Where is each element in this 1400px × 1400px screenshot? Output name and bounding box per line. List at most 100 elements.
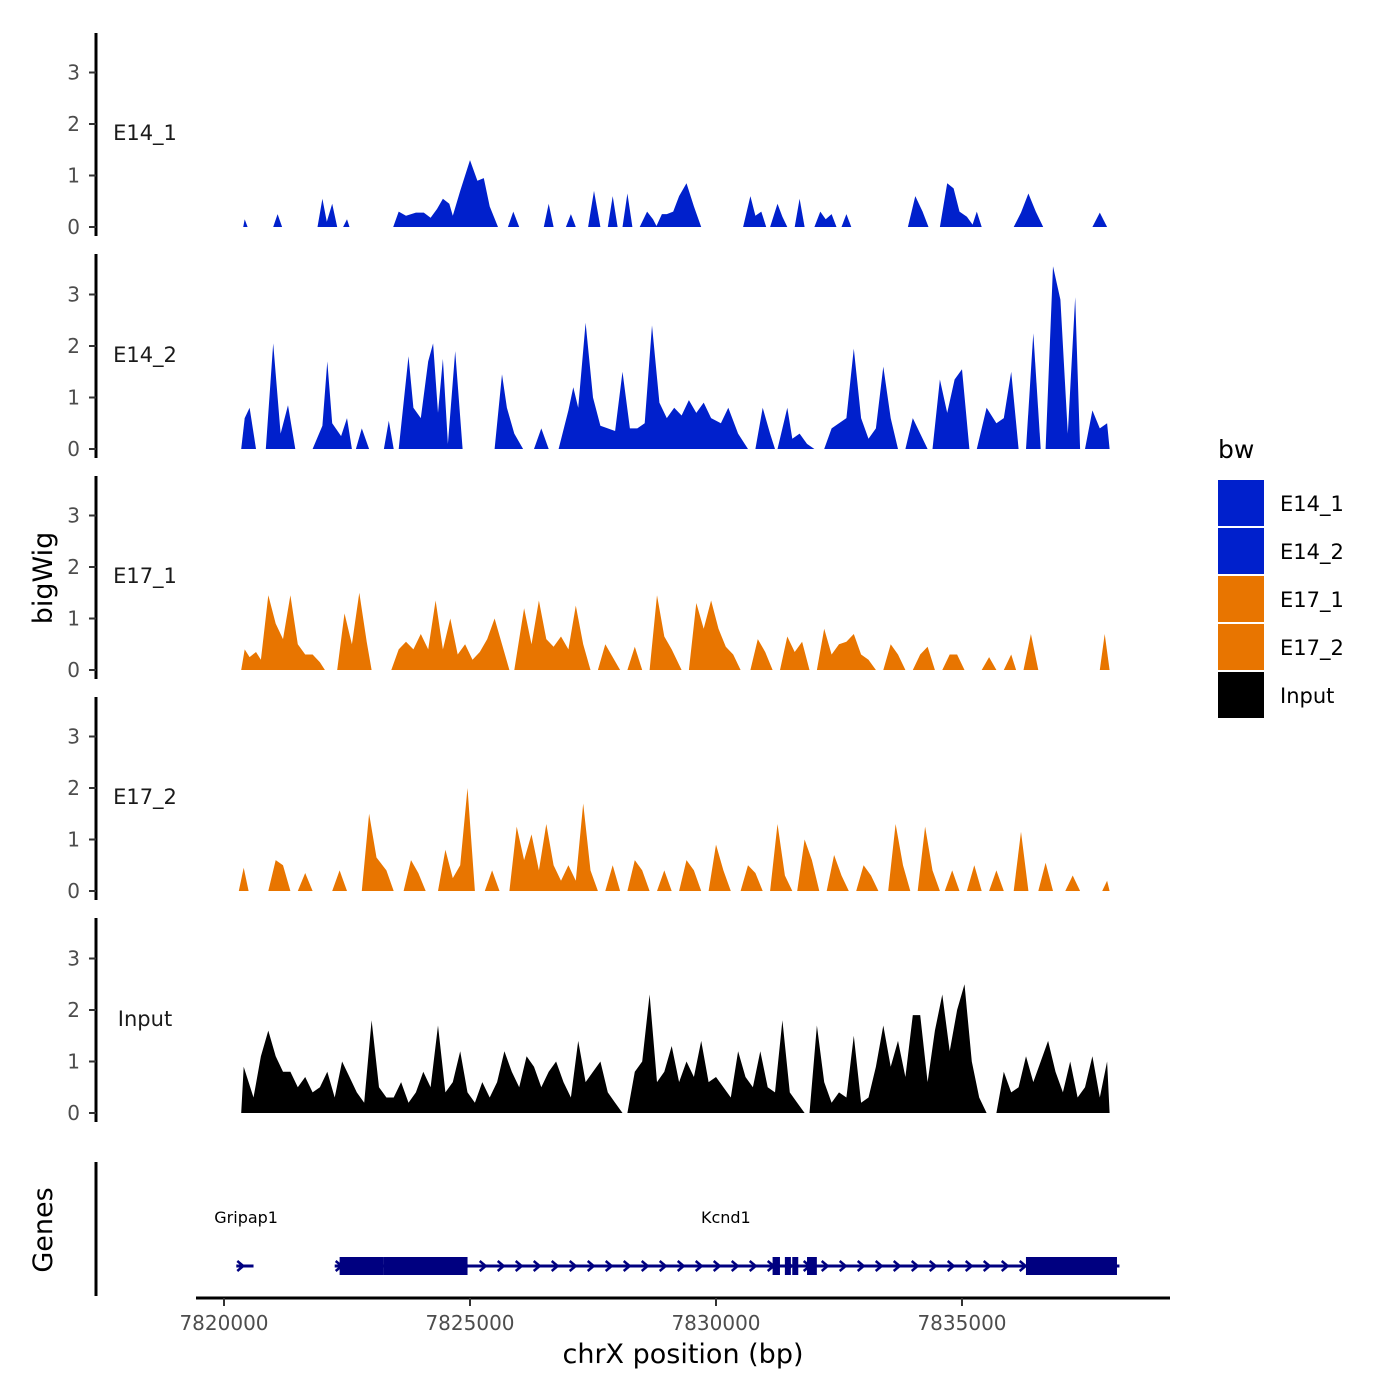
- strand-arrow: [874, 1260, 884, 1272]
- track-label: E14_1: [113, 121, 177, 146]
- legend-item-e17-1: E17_1: [1218, 576, 1344, 622]
- track-input: 0 1 2 3 Input: [67, 918, 1110, 1125]
- signal-area-segment: [740, 865, 763, 891]
- track-e17-2: 0 1 2 3 E17_2: [67, 697, 1110, 903]
- signal-area-segment: [688, 600, 741, 670]
- legend-items: E14_1 E14_2 E17_1 E17_2 Input: [1218, 480, 1344, 718]
- y-tick-label: 1: [67, 607, 80, 631]
- signal-area-segment: [1038, 862, 1053, 891]
- strand-arrow: [946, 1260, 956, 1272]
- signal-area-segment: [639, 211, 657, 227]
- strand-arrow: [910, 1260, 920, 1272]
- signal-area-segment: [996, 1040, 1110, 1113]
- strand-arrow: [676, 1260, 686, 1272]
- exon: [772, 1257, 780, 1275]
- signal-area-segment: [243, 219, 248, 227]
- signal-area-segment: [905, 418, 928, 449]
- legend-item-input: Input: [1218, 672, 1334, 718]
- y-tick-label: 2: [67, 998, 80, 1022]
- strand-arrow: [514, 1260, 524, 1272]
- signal-area-segment: [438, 788, 475, 891]
- strand-arrow: [964, 1260, 974, 1272]
- legend-label: E14_2: [1280, 540, 1344, 565]
- strand-arrow: [694, 1260, 704, 1272]
- signal-area-segment: [317, 198, 350, 227]
- legend-label: E14_1: [1280, 492, 1344, 517]
- x-axis-title: chrX position (bp): [562, 1339, 803, 1370]
- x-tick-label: 7825000: [425, 1311, 514, 1335]
- signal-area-segment: [383, 420, 394, 449]
- signal-area-segment: [888, 824, 911, 891]
- strand-arrow: [892, 1260, 902, 1272]
- exon: [1025, 1257, 1117, 1275]
- y-tick-label: 2: [67, 776, 80, 800]
- track-e14-1: 0 1 2 3 E14_1: [67, 33, 1108, 239]
- strand-arrow: [748, 1260, 758, 1272]
- genes-panel: Genes Gripap1 Kcnd1: [28, 1162, 1120, 1296]
- exon: [784, 1257, 791, 1275]
- signal-area-segment: [932, 369, 970, 449]
- signal-area-segment: [743, 196, 767, 227]
- signal-area-segment: [912, 646, 935, 670]
- signal-area-segment: [883, 644, 906, 670]
- signal-area-segment: [558, 322, 748, 449]
- signal-area-segment: [607, 196, 618, 227]
- y-tick-label: 2: [67, 334, 80, 358]
- signal-area-segment: [398, 343, 463, 449]
- signal-area-segment: [241, 1020, 623, 1113]
- signal-area-segment: [981, 657, 997, 670]
- gene-label: Kcnd1: [701, 1208, 751, 1227]
- strand-arrow: [586, 1260, 596, 1272]
- gene-gripap1: Gripap1: [214, 1208, 278, 1272]
- y-tick-label: 0: [67, 437, 80, 461]
- strand-arrow: [532, 1260, 542, 1272]
- legend-swatch: [1218, 624, 1264, 670]
- signal-area-segment: [750, 639, 773, 670]
- y-tick-label: 3: [67, 283, 80, 307]
- y-tick-label: 1: [67, 386, 80, 410]
- signal-area-segment: [494, 374, 524, 449]
- signal-area-segment: [355, 428, 370, 449]
- signal-area-segment: [241, 595, 325, 670]
- signal-area-segment: [509, 803, 598, 891]
- y-tick-label: 3: [67, 947, 80, 971]
- strand-arrow: [478, 1260, 488, 1272]
- legend: bw E14_1 E14_2 E17_1 E17_2 Input: [1218, 435, 1344, 718]
- strand-arrow: [820, 1260, 830, 1272]
- track-label: E14_2: [113, 343, 177, 368]
- signal-area-segment: [708, 844, 731, 891]
- y-tick-label: 3: [67, 61, 80, 85]
- strand-arrow: [496, 1260, 506, 1272]
- signal-area-segment: [1092, 212, 1108, 227]
- signal-area-segment: [565, 214, 576, 227]
- legend-label: E17_2: [1280, 636, 1344, 661]
- x-axis: 7820000 7825000 7830000 7835000 chrX positi…: [179, 1296, 1170, 1370]
- strand-arrow: [1018, 1260, 1028, 1272]
- legend-item-e14-2: E14_2: [1218, 528, 1344, 574]
- legend-swatch: [1218, 672, 1264, 718]
- legend-item-e17-2: E17_2: [1218, 624, 1344, 670]
- gene-label: Gripap1: [214, 1208, 278, 1227]
- y-tick-label: 1: [67, 828, 80, 852]
- signal-area-segment: [393, 160, 498, 227]
- signal-area-segment: [241, 407, 256, 449]
- signal-area-segment: [814, 211, 837, 227]
- signal-area-segment: [627, 646, 643, 670]
- signal-area-segment: [780, 636, 810, 670]
- signal-area-segment: [944, 870, 960, 891]
- strand-arrow: [640, 1260, 650, 1272]
- signal-area-segment: [543, 203, 554, 227]
- signal-area-segment: [826, 855, 849, 891]
- legend-swatch: [1218, 576, 1264, 622]
- signal-area-segment: [391, 600, 510, 670]
- signal-area-segment: [1013, 193, 1044, 227]
- signal-area-segment: [971, 211, 982, 227]
- gene-kcnd1: Kcnd1: [334, 1208, 1120, 1275]
- y-tick-label: 3: [67, 725, 80, 749]
- legend-item-e14-1: E14_1: [1218, 480, 1344, 526]
- strand-arrow: [658, 1260, 668, 1272]
- signal-area-segment: [627, 994, 805, 1113]
- y-tick-label: 0: [67, 879, 80, 903]
- x-axis-ticks: 7820000 7825000 7830000 7835000: [179, 1298, 1007, 1335]
